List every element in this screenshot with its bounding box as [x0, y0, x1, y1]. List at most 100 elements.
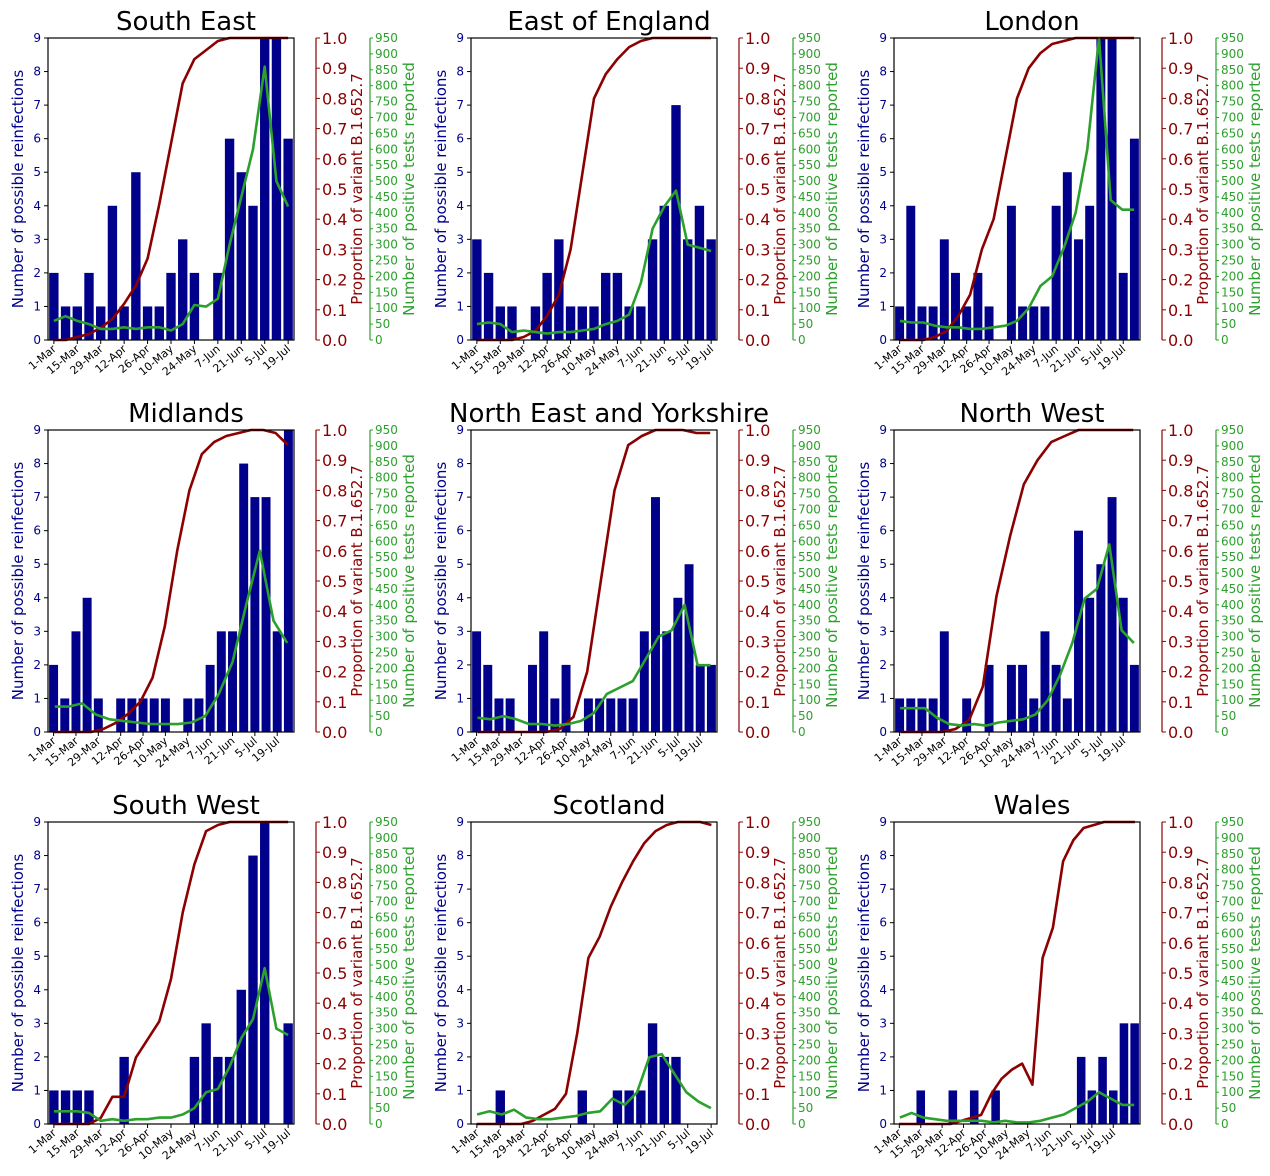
y3-tick-label: 900 — [375, 831, 398, 845]
y-tick-label: 6 — [33, 916, 41, 930]
y-axis-label: Number of possible reinfections — [432, 462, 450, 701]
y2-tick-label: 0.5 — [322, 572, 347, 591]
bar-reinfections — [917, 698, 927, 732]
bar-reinfections — [528, 664, 537, 732]
y3-tick-label: 50 — [1221, 709, 1236, 723]
y3-tick-label: 500 — [798, 566, 821, 580]
y3-tick-label: 850 — [1221, 455, 1244, 469]
y2-tick-label: 0.7 — [1168, 120, 1193, 139]
y-tick-label: 7 — [33, 490, 41, 504]
y3-tick-label: 750 — [375, 487, 398, 501]
x-tick-label: 19-Jul — [683, 342, 716, 372]
bar-reinfections — [1096, 564, 1106, 732]
y3-tick-label: 250 — [375, 1038, 398, 1052]
bar-reinfections — [539, 631, 549, 732]
y2-tick-label: 0.9 — [1168, 843, 1193, 862]
y3-tick-label: 300 — [375, 238, 398, 252]
bar-reinfections — [483, 272, 494, 340]
y-tick-label: 0 — [33, 725, 41, 739]
y2-tick-label: 0.4 — [745, 994, 770, 1013]
y-tick-label: 5 — [33, 557, 41, 571]
y3-tick-label: 150 — [1221, 677, 1244, 691]
y2-tick-label: 0.6 — [322, 542, 347, 561]
y3-tick-label: 400 — [1221, 206, 1244, 220]
bar-reinfections — [213, 1056, 223, 1124]
chart-panel-south-east: South East 0 1 2 3 4 5 6 7 8 9 Number of possible r… — [9, 7, 418, 378]
y3-tick-label: 600 — [798, 926, 821, 940]
chart-panel-east-of-england: East of England 0 1 2 3 4 5 6 7 8 9 Number of possi… — [432, 7, 841, 378]
bar-reinfections — [1119, 1023, 1129, 1124]
bar-reinfections — [1129, 138, 1139, 340]
y-tick-label: 0 — [879, 725, 887, 739]
bar-reinfections — [962, 698, 972, 732]
bar-reinfections — [671, 1056, 681, 1124]
y-tick-label: 7 — [879, 98, 887, 112]
y3-tick-label: 500 — [375, 958, 398, 972]
y-tick-label: 3 — [879, 1016, 887, 1030]
y2-tick-label: 0.7 — [1168, 512, 1193, 531]
bar-reinfections — [60, 306, 71, 340]
bar-reinfections — [612, 272, 623, 340]
y3-tick-label: 0 — [1221, 333, 1229, 347]
bar-reinfections — [628, 698, 638, 732]
y3-tick-label: 800 — [375, 471, 398, 485]
bar-reinfections — [60, 698, 70, 732]
y3-tick-label: 300 — [375, 1022, 398, 1036]
y-tick-label: 5 — [879, 949, 887, 963]
bar-reinfections — [1018, 306, 1028, 340]
y3-tick-label: 150 — [798, 1069, 821, 1083]
y-tick-label: 4 — [879, 591, 887, 605]
bar-reinfections — [236, 989, 246, 1124]
y3-tick-label: 50 — [1221, 1101, 1236, 1115]
y-tick-label: 7 — [33, 98, 41, 112]
y-tick-label: 2 — [879, 1050, 887, 1064]
y3-tick-label: 850 — [375, 455, 398, 469]
bar-reinfections — [60, 1090, 71, 1124]
x-tick-label: 19-Jul — [260, 342, 293, 372]
y2-tick-label: 0.3 — [745, 632, 770, 651]
y-tick-label: 5 — [456, 557, 464, 571]
y-axis-label: Number of possible reinfections — [432, 854, 450, 1093]
y3-tick-label: 300 — [798, 238, 821, 252]
bar-reinfections — [636, 306, 646, 340]
line-positive-tests — [476, 1052, 712, 1121]
bar-reinfections — [224, 1056, 235, 1124]
y-tick-label: 5 — [33, 949, 41, 963]
bar-reinfections — [577, 306, 587, 340]
y3-tick-label: 300 — [798, 1022, 821, 1036]
y3-tick-label: 200 — [798, 269, 821, 283]
bar-reinfections — [606, 698, 616, 732]
y2-tick-label: 0.6 — [745, 934, 770, 953]
y2-tick-label: 1.0 — [322, 813, 347, 832]
bar-reinfections — [228, 631, 237, 732]
y2-tick-label: 0.3 — [322, 632, 347, 651]
x-tick-label: 19-Jul — [683, 1126, 716, 1156]
y2-tick-label: 0.0 — [745, 1115, 770, 1134]
y2-tick-label: 1.0 — [1168, 29, 1193, 48]
bar-reinfections — [72, 306, 82, 340]
y2-tick-label: 0.1 — [1168, 1085, 1193, 1104]
bar-reinfections — [906, 205, 916, 340]
y2-axis-label: Proportion of variant B.1.652.7 — [1194, 465, 1212, 696]
y2-tick-label: 0.4 — [745, 602, 770, 621]
bar-reinfections — [939, 631, 949, 732]
y3-tick-label: 900 — [798, 47, 821, 61]
y-tick-label: 0 — [456, 333, 464, 347]
y-tick-label: 6 — [879, 524, 887, 538]
bar-reinfections — [951, 272, 960, 340]
bar-reinfections — [984, 306, 994, 340]
y3-tick-label: 650 — [798, 910, 821, 924]
y3-tick-label: 850 — [375, 847, 398, 861]
line-positive-tests — [899, 36, 1135, 331]
y3-axis-label: Number of positive tests reported — [823, 454, 841, 708]
y3-tick-label: 750 — [798, 879, 821, 893]
y3-tick-label: 450 — [375, 190, 398, 204]
bar-reinfections — [624, 306, 634, 340]
y3-tick-label: 250 — [1221, 254, 1244, 268]
y3-tick-label: 650 — [375, 126, 398, 140]
y2-tick-label: 0.5 — [1168, 572, 1193, 591]
y-tick-label: 6 — [456, 524, 464, 538]
bar-reinfections — [119, 1056, 129, 1124]
bar-reinfections — [695, 664, 705, 732]
bar-reinfections — [694, 205, 705, 340]
